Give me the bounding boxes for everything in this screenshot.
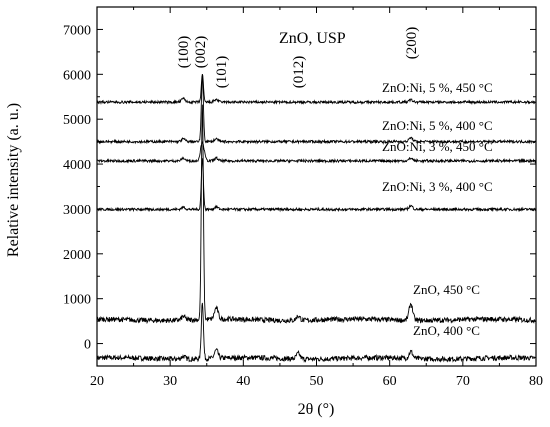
series-line [96,74,537,106]
series-label: ZnO:Ni, 5 %, 450 °C [382,80,493,95]
y-tick-label: 6000 [63,68,91,83]
y-tick-label: 1000 [63,293,91,308]
series-line [96,75,537,145]
peak-label: (012) [291,56,307,89]
peak-label: (100) [176,36,192,69]
x-tick-label: 80 [529,374,543,389]
y-tick-label: 5000 [63,113,91,128]
series-label: ZnO:Ni, 5 %, 400 °C [382,118,493,133]
series-line [96,104,537,325]
series-label: ZnO:Ni, 3 %, 400 °C [382,179,493,194]
peak-label: (200) [404,27,420,60]
series-label: ZnO:Ni, 3 %, 450 °C [382,139,493,154]
x-tick-label: 70 [456,374,470,389]
series-label: ZnO, 400 °C [413,323,480,338]
x-tick-label: 20 [90,374,104,389]
x-tick-label: 60 [383,374,397,389]
ticks-layer: 20 30 40 50 60 70 80 0 1000 2000 3000 4000 5000 6000 7… [63,6,543,389]
chart-title: ZnO, USP [279,30,346,47]
series-line [96,158,537,213]
y-tick-label: 0 [84,338,91,353]
y-tick-label: 3000 [63,203,91,218]
x-tick-label: 40 [236,374,250,389]
x-tick-label: 50 [310,374,324,389]
y-tick-label: 4000 [63,158,91,173]
peak-label: (101) [214,56,230,89]
labels-layer: ZnO, 400 °C ZnO, 450 °C ZnO:Ni, 3 %, 400 °… [176,27,493,338]
x-tick-label: 30 [163,374,177,389]
y-tick-label: 2000 [63,248,91,263]
y-axis-title: Relative intensity (a. u.) [5,103,22,257]
series-layer [96,74,537,363]
peak-label: (002) [193,36,209,69]
y-tick-label: 7000 [63,23,91,38]
series-label: ZnO, 450 °C [413,282,480,297]
series-line [96,141,537,164]
x-axis-title: 2θ (°) [298,401,335,418]
